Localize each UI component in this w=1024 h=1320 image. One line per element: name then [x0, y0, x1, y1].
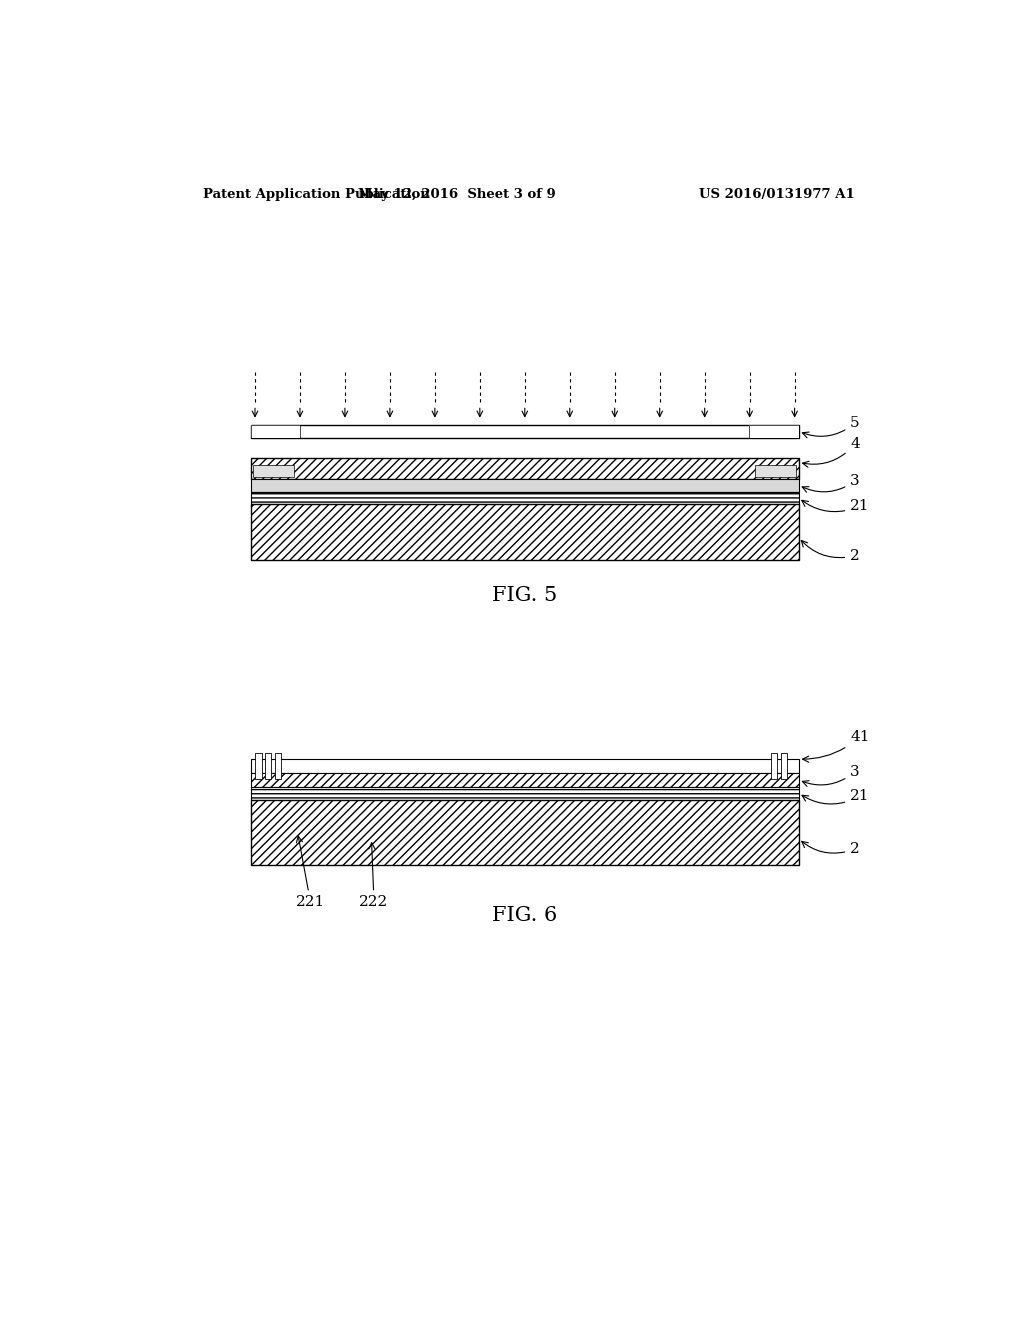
- Text: May 12, 2016  Sheet 3 of 9: May 12, 2016 Sheet 3 of 9: [358, 189, 556, 202]
- Text: 3: 3: [802, 474, 860, 492]
- Text: 4: 4: [803, 437, 860, 467]
- Bar: [251, 479, 799, 492]
- Bar: [251, 425, 300, 438]
- Bar: [251, 425, 300, 438]
- Bar: [780, 754, 787, 779]
- Bar: [750, 425, 799, 438]
- Text: 21: 21: [802, 499, 869, 513]
- Text: 41: 41: [803, 730, 869, 762]
- Bar: [251, 425, 799, 438]
- Bar: [771, 754, 777, 779]
- Text: 221: 221: [296, 837, 326, 909]
- Text: 21: 21: [802, 789, 869, 804]
- Text: 222: 222: [359, 842, 389, 909]
- Bar: [251, 787, 799, 800]
- Text: Patent Application Publication: Patent Application Publication: [204, 189, 430, 202]
- Bar: [755, 466, 797, 477]
- Text: FIG. 6: FIG. 6: [493, 906, 557, 925]
- Bar: [255, 754, 261, 779]
- Text: 2: 2: [802, 540, 860, 562]
- Bar: [251, 492, 799, 504]
- Bar: [251, 774, 799, 787]
- Text: 5: 5: [803, 416, 860, 438]
- Bar: [251, 504, 799, 560]
- Bar: [251, 800, 799, 865]
- Text: 2: 2: [802, 841, 860, 855]
- Bar: [265, 754, 271, 779]
- Text: FIG. 5: FIG. 5: [493, 586, 557, 605]
- Text: 3: 3: [803, 764, 860, 787]
- Bar: [253, 466, 295, 477]
- Bar: [251, 759, 799, 774]
- Bar: [750, 425, 799, 438]
- Text: US 2016/0131977 A1: US 2016/0131977 A1: [699, 189, 855, 202]
- Bar: [251, 458, 799, 479]
- Bar: [274, 754, 282, 779]
